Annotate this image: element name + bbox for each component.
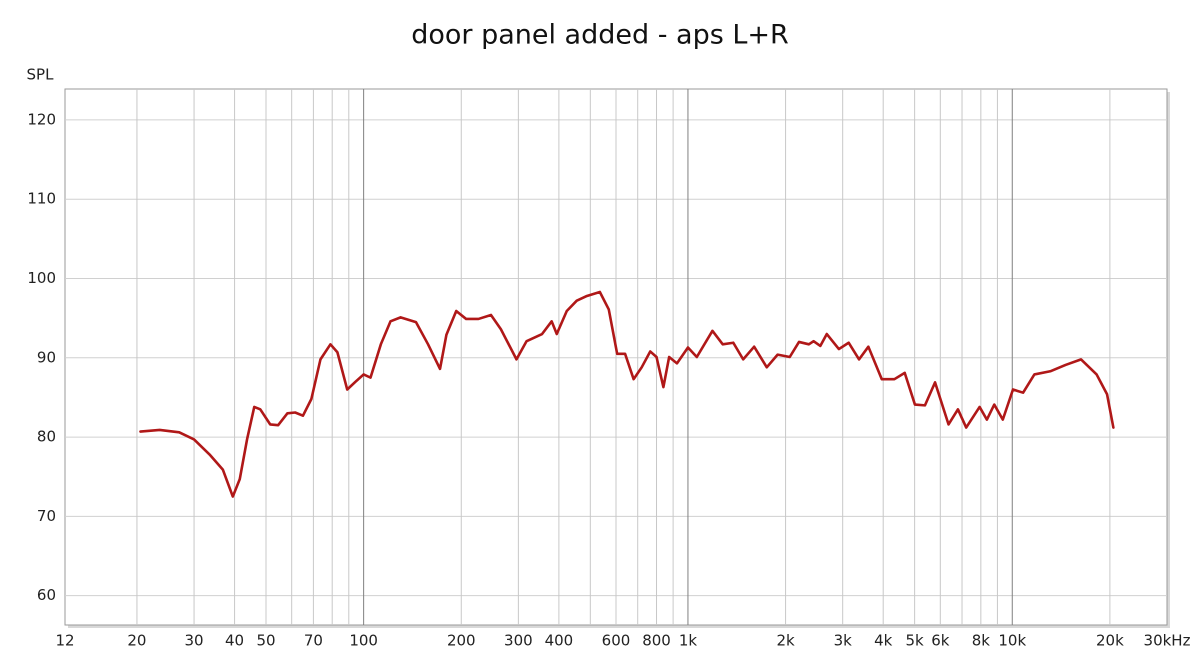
- y-tick-label: 110: [27, 190, 56, 208]
- y-tick-label: 70: [37, 507, 56, 525]
- x-tick-label: 800: [642, 632, 671, 650]
- x-tick-label: 10k: [998, 632, 1026, 650]
- x-tick-label: 40: [225, 632, 244, 650]
- y-tick-label: 60: [37, 586, 56, 604]
- y-tick-label: 100: [27, 269, 56, 287]
- x-tick-label: 200: [447, 632, 476, 650]
- marks: [139, 290, 1115, 498]
- x-tick-label: 20: [127, 632, 146, 650]
- x-tick-label: 2k: [776, 632, 795, 650]
- chart-title: door panel added - aps L+R: [411, 20, 789, 51]
- x-tick-label: 70: [304, 632, 323, 650]
- response-line: [139, 290, 1115, 498]
- x-tick-label: 50: [256, 632, 275, 650]
- y-axis-label: SPL: [27, 66, 55, 84]
- x-tick-label: 1k: [679, 632, 698, 650]
- x-tick-label: 5k: [906, 632, 925, 650]
- x-tick-label: 600: [602, 632, 631, 650]
- x-tick-label: 400: [545, 632, 574, 650]
- y-tick-label: 80: [37, 428, 56, 446]
- x-tick-label: 8k: [972, 632, 991, 650]
- x-tick-label: 3k: [834, 632, 853, 650]
- y-tick-label: 120: [27, 110, 56, 128]
- x-tick-label: 20k: [1096, 632, 1124, 650]
- y-tick-label: 90: [37, 348, 56, 366]
- x-tick-label: 6k: [931, 632, 950, 650]
- x-tick-label: 30: [185, 632, 204, 650]
- x-tick-label: 30kHz: [1144, 632, 1191, 650]
- x-tick-label: 300: [504, 632, 533, 650]
- x-tick-label: 4k: [874, 632, 893, 650]
- labels: 60 70 80 90 100 110 120 12 20 30 40 50 70 100 200 300 40…: [27, 110, 1190, 649]
- x-tick-label: 12: [55, 632, 74, 650]
- x-tick-label: 100: [349, 632, 378, 650]
